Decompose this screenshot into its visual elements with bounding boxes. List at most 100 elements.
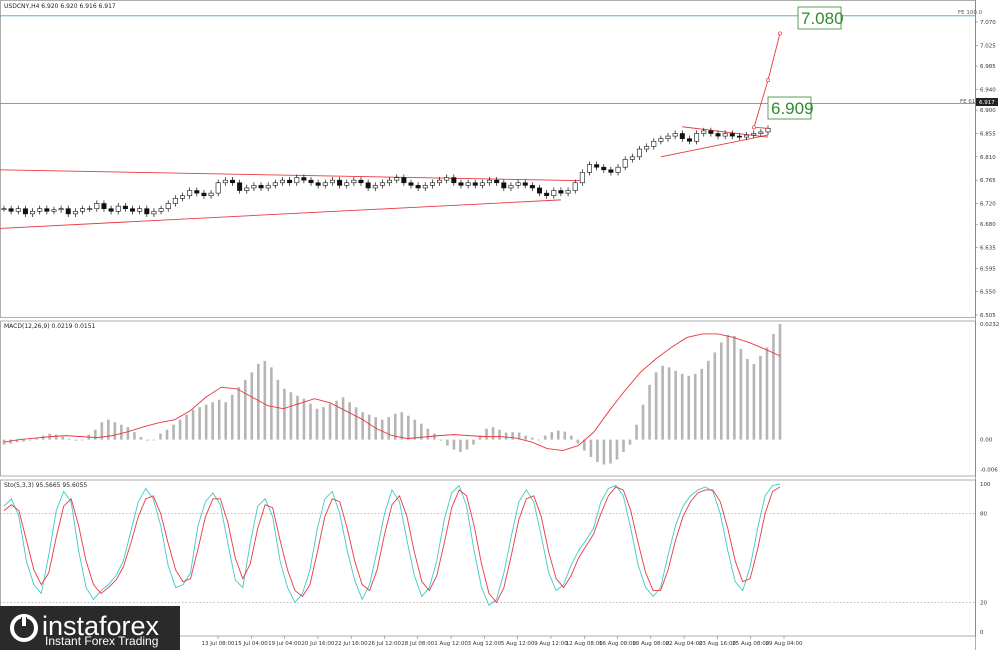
x-tick-label: 28 Jul 08:00: [401, 641, 434, 647]
candle-body: [686, 138, 692, 142]
candle-body: [258, 185, 264, 189]
x-tick-label: 29 Aug 04:00: [765, 641, 803, 647]
candle-body: [429, 182, 435, 186]
candle-body: [172, 198, 178, 204]
macd-histogram-bar: [576, 439, 580, 444]
macd-histogram-bar: [243, 379, 247, 440]
x-tick-label: 15 Jul 04:00: [235, 641, 268, 647]
macd-histogram-bar: [706, 360, 710, 440]
macd-histogram-bar: [687, 375, 691, 440]
candle-body: [751, 133, 757, 136]
price-tick-label: 6.985: [980, 64, 996, 70]
macd-histogram-bar: [296, 395, 299, 440]
price-tick-label: 6.900: [980, 108, 996, 114]
macd-histogram-bar: [152, 439, 156, 441]
macd-histogram-bar: [80, 439, 84, 441]
candle-body: [108, 208, 114, 212]
candle-body: [579, 172, 585, 184]
macd-histogram-bar: [485, 428, 488, 440]
macd-histogram-bar: [733, 335, 736, 440]
macd-histogram-bar: [537, 439, 541, 441]
candle-body: [758, 131, 764, 134]
price-tick-label: 6.765: [980, 178, 996, 184]
macd-histogram-bar: [498, 429, 501, 440]
sto-tick-label: 100: [980, 482, 991, 488]
macd-histogram-bar: [674, 370, 677, 440]
logo-mark-icon: [10, 614, 38, 642]
candle-body: [122, 205, 128, 209]
macd-histogram-bar: [491, 427, 495, 440]
candle-body: [565, 190, 571, 194]
candle-body: [644, 146, 650, 150]
macd-tick-label: 0.00: [980, 438, 993, 444]
macd-histogram-bar: [667, 367, 671, 440]
candle-body: [130, 208, 136, 212]
macd-histogram-bar: [739, 348, 743, 440]
candle-body: [322, 182, 328, 186]
candle-body: [272, 182, 278, 186]
candle-body: [215, 182, 221, 194]
x-tick-label: 1 Aug 12:00: [434, 641, 468, 647]
candle-body: [387, 179, 393, 184]
macd-histogram-bar: [250, 372, 254, 440]
macd-histogram-bar: [159, 433, 162, 440]
candle-body: [51, 209, 57, 212]
candle-body: [658, 138, 664, 142]
macd-histogram-bar: [439, 439, 443, 441]
axis-labels: 7.070 7.025 6.985 6.940 6.900 6.855 6.810 6.765…: [202, 20, 1000, 647]
sto-tick-label: 80: [980, 512, 987, 518]
candle-body: [472, 182, 478, 186]
price-tick-label: 6.505: [980, 313, 996, 319]
x-tick-label: 22 Aug 04:00: [666, 641, 704, 647]
macd-histogram-bar: [270, 367, 273, 440]
macd-histogram-bar: [257, 363, 260, 440]
macd-histogram-bar: [302, 398, 306, 440]
candle-body: [444, 177, 450, 181]
candle-body: [501, 182, 507, 189]
macd-histogram-bar: [9, 439, 12, 444]
candle-body: [651, 140, 657, 147]
sto-tick-label: 0: [980, 630, 984, 636]
candle-body: [665, 135, 671, 139]
candle-body: [194, 190, 200, 194]
macd-histogram-bar: [217, 399, 221, 440]
candle-body: [158, 208, 164, 212]
macd-histogram-bar: [146, 439, 149, 441]
macd-histogram-bar: [759, 355, 762, 440]
macd-histogram-bar: [413, 419, 417, 440]
macd-histogram-bar: [680, 373, 684, 440]
macd-histogram-bar: [309, 403, 312, 440]
price-tick-label: 7.025: [980, 43, 996, 49]
logo-brand: instaforex: [42, 611, 160, 641]
price-tick-label: 6.855: [980, 131, 996, 137]
price-tick-label: 6.635: [980, 246, 996, 252]
macd-histogram-bar: [354, 407, 358, 440]
macd-histogram-bar: [211, 402, 214, 440]
candle-body: [594, 164, 600, 168]
macd-histogram-bar: [589, 439, 593, 458]
candle-body: [694, 133, 700, 142]
candle-body: [279, 179, 285, 184]
sto-k-line: [3, 483, 781, 607]
candle-body: [265, 185, 271, 189]
macd-histogram-bar: [283, 388, 286, 440]
macd-histogram-bar: [778, 324, 782, 440]
price-tick-label: 6.940: [980, 87, 996, 93]
candle-body: [744, 134, 750, 138]
candle-body: [222, 179, 228, 184]
candle-body: [415, 185, 421, 189]
macd-histogram-bar: [335, 400, 338, 440]
macd-histogram-bar: [237, 387, 241, 440]
candle-body: [358, 179, 364, 184]
candle-body: [65, 208, 71, 215]
macd-histogram-bar: [172, 424, 175, 440]
candle-body: [558, 190, 564, 194]
candle-body: [708, 130, 714, 134]
macd-histogram-bar: [67, 438, 71, 440]
candle-body: [515, 182, 521, 186]
candle-body: [351, 179, 357, 184]
candle-body: [308, 179, 314, 184]
projection-point: [752, 125, 756, 130]
candle-body: [529, 185, 535, 189]
macd-histogram-bar: [191, 409, 195, 440]
